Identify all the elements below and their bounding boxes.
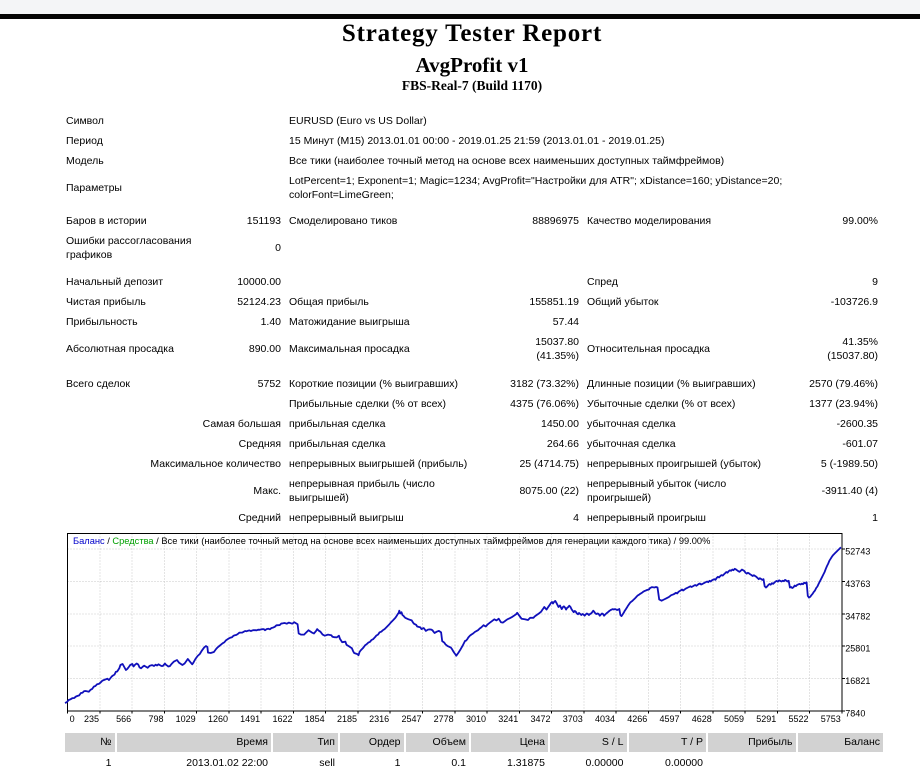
svg-text:5522: 5522 <box>788 714 808 724</box>
svg-text:7840: 7840 <box>845 709 865 719</box>
svg-text:1029: 1029 <box>176 714 196 724</box>
svg-text:4597: 4597 <box>659 714 679 724</box>
svg-text:5753: 5753 <box>821 714 841 724</box>
svg-text:43763: 43763 <box>845 579 870 589</box>
svg-text:2547: 2547 <box>401 714 421 724</box>
svg-text:5059: 5059 <box>724 714 744 724</box>
svg-text:16821: 16821 <box>845 676 870 686</box>
svg-text:52743: 52743 <box>845 547 870 557</box>
svg-text:0: 0 <box>70 714 75 724</box>
svg-text:4266: 4266 <box>627 714 647 724</box>
svg-text:2778: 2778 <box>434 714 454 724</box>
svg-text:235: 235 <box>84 714 99 724</box>
svg-text:3472: 3472 <box>530 714 550 724</box>
svg-text:1622: 1622 <box>272 714 292 724</box>
svg-text:25801: 25801 <box>845 644 870 654</box>
svg-text:Баланс / Средства / Все тики (: Баланс / Средства / Все тики (наиболее т… <box>73 536 710 546</box>
svg-text:3703: 3703 <box>563 714 583 724</box>
svg-text:34782: 34782 <box>845 611 870 621</box>
svg-text:3241: 3241 <box>498 714 518 724</box>
svg-text:4628: 4628 <box>692 714 712 724</box>
svg-text:2316: 2316 <box>369 714 389 724</box>
svg-text:2185: 2185 <box>337 714 357 724</box>
svg-text:3010: 3010 <box>466 714 486 724</box>
svg-text:1491: 1491 <box>240 714 260 724</box>
svg-text:798: 798 <box>148 714 163 724</box>
svg-text:566: 566 <box>116 714 131 724</box>
svg-text:1260: 1260 <box>208 714 228 724</box>
svg-text:1854: 1854 <box>305 714 325 724</box>
svg-text:4034: 4034 <box>595 714 615 724</box>
svg-text:5291: 5291 <box>756 714 776 724</box>
